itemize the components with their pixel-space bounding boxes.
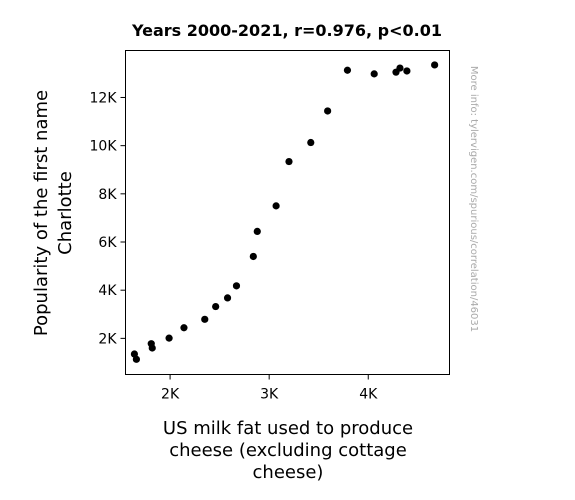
y-tick-label: 8K <box>98 187 117 203</box>
x-tick-label: 4K <box>359 387 378 403</box>
data-point <box>403 67 411 75</box>
data-point <box>201 315 209 323</box>
watermark-text: More info: tylervigen.com/spurious/corre… <box>468 66 479 332</box>
data-point <box>249 252 257 261</box>
y-tick-label: 6K <box>98 235 117 251</box>
x-axis-label: US milk fat used to produce cheese (excl… <box>163 418 413 483</box>
axis-ticks: 2K 3K 4K 2K 4K 6K 8K 10K 12K <box>90 90 379 402</box>
y-tick-label: 10K <box>90 139 118 155</box>
data-point <box>343 66 352 74</box>
y-axis-label-line-1: Popularity of the first name <box>31 90 52 336</box>
y-tick-label: 12K <box>90 90 118 106</box>
x-tick-label: 2K <box>161 387 180 403</box>
data-point <box>396 64 404 72</box>
data-point <box>253 227 261 236</box>
x-tick-label: 3K <box>260 387 279 403</box>
data-point <box>307 138 315 147</box>
data-point <box>324 107 332 115</box>
data-point <box>285 157 293 166</box>
data-point <box>232 282 241 290</box>
y-axis-label-line-2: Charlotte <box>55 171 76 255</box>
x-axis-label-line-1: US milk fat used to produce <box>163 418 413 439</box>
plot-frame <box>125 50 450 375</box>
data-point <box>148 344 156 352</box>
data-point <box>223 294 232 302</box>
data-point <box>272 202 280 210</box>
chart-title: Years 2000-2021, r=0.976, p<0.01 <box>131 21 442 40</box>
x-axis-label-line-3: cheese) <box>253 462 324 483</box>
data-point <box>370 70 378 78</box>
data-point <box>212 302 220 311</box>
y-axis-label: Popularity of the first name Charlotte <box>31 90 76 336</box>
x-axis-label-line-2: cheese (excluding cottage <box>169 440 407 461</box>
data-point <box>165 334 173 342</box>
y-tick-label: 4K <box>98 283 117 299</box>
y-tick-label: 2K <box>98 331 117 347</box>
data-points <box>130 61 439 363</box>
data-point <box>132 355 140 363</box>
data-point <box>431 61 439 69</box>
data-point <box>180 324 188 332</box>
